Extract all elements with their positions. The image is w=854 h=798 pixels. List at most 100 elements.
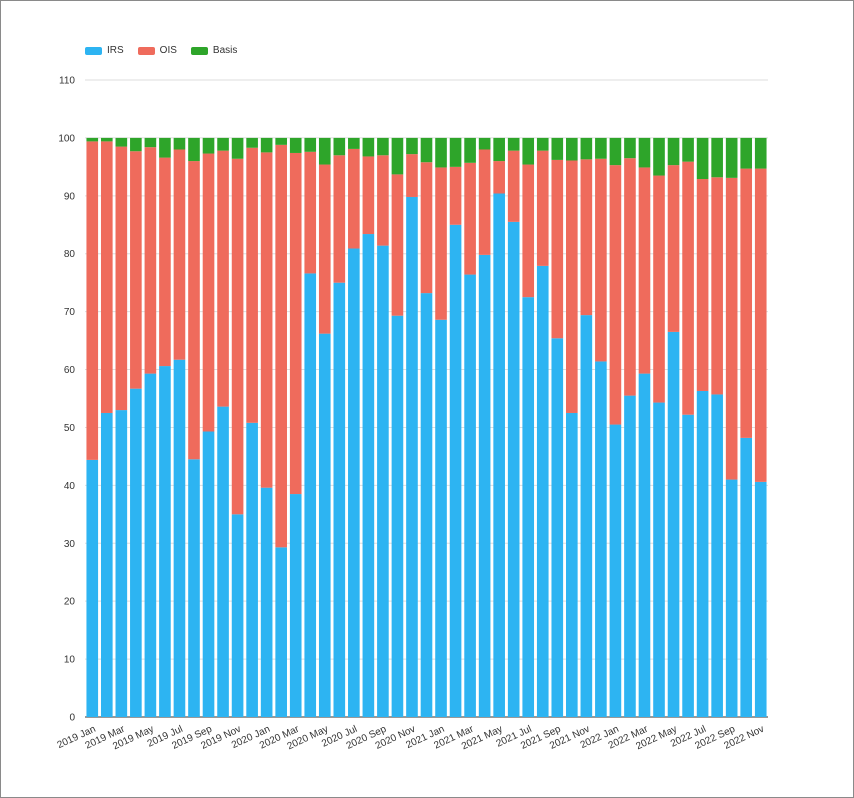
bar-ois-45[interactable] <box>740 168 753 438</box>
bar-ois-11[interactable] <box>246 147 258 423</box>
legend-item-ois[interactable]: OIS <box>137 45 177 56</box>
bar-ois-27[interactable] <box>478 149 491 255</box>
bar-basis-27[interactable] <box>478 137 491 150</box>
bar-irs-36[interactable] <box>609 424 622 717</box>
bar-basis-23[interactable] <box>420 137 433 163</box>
bar-ois-15[interactable] <box>304 151 317 274</box>
bar-irs-8[interactable] <box>202 431 215 717</box>
bar-basis-34[interactable] <box>580 137 593 160</box>
bar-irs-4[interactable] <box>144 373 157 717</box>
bar-irs-3[interactable] <box>130 388 142 717</box>
bar-basis-39[interactable] <box>653 137 665 176</box>
bar-irs-27[interactable] <box>478 254 491 718</box>
bar-irs-13[interactable] <box>275 547 287 717</box>
bar-basis-22[interactable] <box>406 137 418 155</box>
bar-irs-11[interactable] <box>246 422 258 717</box>
bar-ois-18[interactable] <box>348 148 360 249</box>
bar-ois-7[interactable] <box>188 161 200 460</box>
bar-ois-37[interactable] <box>624 158 636 396</box>
bar-irs-38[interactable] <box>638 373 651 717</box>
bar-irs-16[interactable] <box>318 333 331 717</box>
bar-basis-14[interactable] <box>289 137 302 153</box>
bar-basis-35[interactable] <box>595 137 607 159</box>
bar-basis-32[interactable] <box>551 137 564 160</box>
bar-irs-21[interactable] <box>391 315 404 717</box>
bar-basis-45[interactable] <box>740 137 753 169</box>
bar-ois-39[interactable] <box>653 175 665 403</box>
bar-irs-15[interactable] <box>304 273 317 717</box>
bar-ois-25[interactable] <box>449 166 462 225</box>
bar-irs-1[interactable] <box>100 412 113 717</box>
bar-basis-28[interactable] <box>493 137 505 162</box>
bar-ois-16[interactable] <box>318 164 331 334</box>
bar-basis-10[interactable] <box>231 137 244 159</box>
bar-basis-36[interactable] <box>609 137 622 166</box>
bar-ois-34[interactable] <box>580 159 593 316</box>
bar-basis-1[interactable] <box>100 137 113 142</box>
bar-irs-6[interactable] <box>173 359 186 717</box>
bar-irs-30[interactable] <box>522 297 535 717</box>
bar-ois-26[interactable] <box>464 162 476 275</box>
legend-item-basis[interactable]: Basis <box>190 45 237 56</box>
bar-basis-24[interactable] <box>435 137 447 168</box>
bar-irs-12[interactable] <box>260 487 273 717</box>
bar-ois-33[interactable] <box>566 160 578 413</box>
bar-basis-4[interactable] <box>144 137 157 148</box>
bar-ois-23[interactable] <box>420 162 433 294</box>
bar-basis-43[interactable] <box>711 137 723 178</box>
bar-irs-35[interactable] <box>595 361 607 717</box>
bar-irs-33[interactable] <box>566 412 578 717</box>
bar-ois-19[interactable] <box>362 156 375 235</box>
bar-basis-11[interactable] <box>246 137 258 148</box>
bar-ois-5[interactable] <box>159 157 171 367</box>
bar-ois-12[interactable] <box>260 152 273 488</box>
bar-basis-21[interactable] <box>391 137 404 175</box>
bar-irs-29[interactable] <box>507 221 520 718</box>
bar-ois-43[interactable] <box>711 177 723 395</box>
bar-basis-13[interactable] <box>275 137 287 145</box>
bar-basis-46[interactable] <box>754 137 767 169</box>
bar-ois-0[interactable] <box>86 141 99 460</box>
bar-irs-28[interactable] <box>493 193 505 717</box>
bar-irs-22[interactable] <box>406 196 418 717</box>
bar-basis-26[interactable] <box>464 137 476 163</box>
bar-irs-43[interactable] <box>711 394 723 717</box>
bar-ois-17[interactable] <box>333 155 346 283</box>
bar-basis-37[interactable] <box>624 137 636 159</box>
bar-basis-17[interactable] <box>333 137 346 156</box>
bar-irs-44[interactable] <box>725 479 738 717</box>
bar-basis-33[interactable] <box>566 137 578 161</box>
bar-irs-18[interactable] <box>348 248 360 718</box>
bar-basis-20[interactable] <box>377 137 389 156</box>
bar-irs-5[interactable] <box>159 366 171 717</box>
bar-ois-40[interactable] <box>667 165 680 332</box>
bar-ois-30[interactable] <box>522 164 535 298</box>
bar-basis-40[interactable] <box>667 137 680 166</box>
bar-basis-9[interactable] <box>217 137 229 151</box>
bar-ois-44[interactable] <box>725 177 738 480</box>
bar-basis-30[interactable] <box>522 137 535 165</box>
bar-basis-44[interactable] <box>725 137 738 178</box>
bar-ois-29[interactable] <box>507 150 520 222</box>
bar-irs-45[interactable] <box>740 437 753 717</box>
bar-ois-3[interactable] <box>130 151 142 389</box>
bar-basis-31[interactable] <box>536 137 549 151</box>
bar-ois-31[interactable] <box>536 150 549 266</box>
bar-ois-8[interactable] <box>202 153 215 432</box>
bar-irs-20[interactable] <box>377 245 389 717</box>
bar-basis-8[interactable] <box>202 137 215 154</box>
bar-basis-42[interactable] <box>696 137 709 180</box>
bar-irs-34[interactable] <box>580 315 593 717</box>
bar-irs-46[interactable] <box>754 481 767 717</box>
bar-basis-18[interactable] <box>348 137 360 149</box>
bar-ois-14[interactable] <box>289 152 302 495</box>
bar-irs-42[interactable] <box>696 390 709 717</box>
bar-ois-35[interactable] <box>595 158 607 362</box>
bar-irs-14[interactable] <box>289 494 302 717</box>
bar-basis-12[interactable] <box>260 137 273 153</box>
bar-basis-16[interactable] <box>318 137 331 165</box>
bar-basis-38[interactable] <box>638 137 651 168</box>
bar-basis-29[interactable] <box>507 137 520 151</box>
legend-item-irs[interactable]: IRS <box>85 45 124 56</box>
bar-irs-17[interactable] <box>333 282 346 717</box>
